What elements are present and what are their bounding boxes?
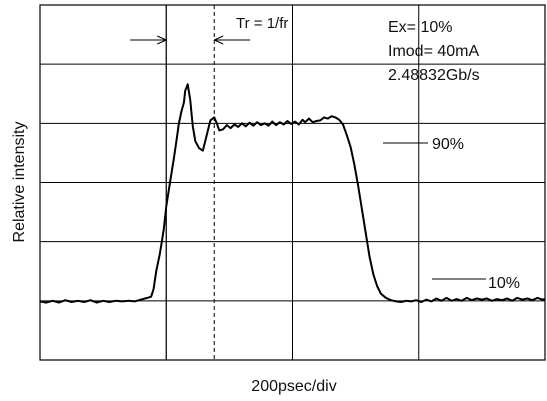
extinction-label: Ex= 10% (388, 19, 452, 36)
marker-lines (165, 5, 215, 360)
imod-label: Imod= 40mA (388, 43, 479, 60)
level-90-label: 90% (432, 136, 464, 153)
period-label: Tr = 1/fr (236, 15, 288, 32)
waveform-trace (39, 83, 546, 304)
period-arrowhead-left (157, 35, 167, 45)
y-axis-label: Relative intensity (11, 122, 28, 243)
x-axis-label: 200psec/div (251, 378, 336, 395)
bitrate-label: 2.48832Gb/s (388, 67, 480, 84)
annotation-arrows (130, 35, 486, 280)
plot-frame (39, 4, 546, 361)
period-arrowhead-right (214, 35, 224, 45)
level-10-label: 10% (488, 275, 520, 292)
